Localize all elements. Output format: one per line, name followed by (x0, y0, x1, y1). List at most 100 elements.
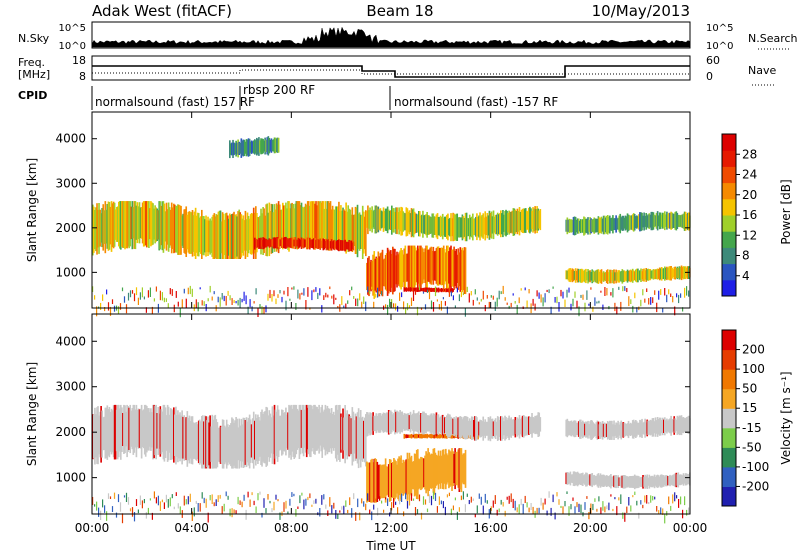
heatmap-cell (265, 139, 268, 153)
clutter-cell (642, 504, 644, 509)
heatmap-cell (659, 212, 662, 229)
heatmap-cell (372, 462, 374, 502)
clutter-cell (203, 301, 205, 306)
heatmap-cell (433, 433, 436, 439)
heatmap-cell (270, 239, 273, 247)
heatmap-cell (533, 208, 535, 232)
heatmap-cell (386, 206, 389, 234)
heatmap-cell (569, 268, 572, 283)
heatmap-cell (149, 208, 151, 240)
heatmap-cell (453, 213, 455, 241)
clutter-cell (125, 304, 128, 314)
heatmap-cell (642, 475, 644, 489)
heatmap-cell (431, 288, 434, 292)
nsky-frame (91, 21, 691, 49)
colorbar-tick-label: -100 (742, 460, 769, 474)
heatmap-cell (680, 214, 683, 228)
heatmap-cell (488, 210, 491, 240)
heatmap-cell (276, 405, 279, 462)
heatmap-cell (616, 423, 618, 438)
heatmap-cell (621, 422, 624, 438)
clutter-cell (387, 498, 389, 506)
heatmap-cell (301, 239, 304, 248)
heatmap-cell (494, 214, 497, 235)
heatmap-cell (592, 270, 595, 283)
heatmap-cell (458, 217, 461, 238)
heatmap-cell (386, 466, 389, 495)
clutter-cell (688, 507, 690, 514)
heatmap-cell (592, 475, 595, 485)
clutter-cell (684, 496, 686, 506)
heatmap-cell (152, 203, 154, 245)
heatmap-cell (324, 404, 327, 456)
clutter-cell (592, 306, 594, 312)
heatmap-cell (265, 238, 268, 248)
nsky-panel: N.Sky 10^5 10^0 10^5 10^0 N.Search (18, 21, 798, 52)
heatmap-cell (166, 404, 169, 462)
heatmap-cell (519, 419, 522, 435)
heatmap-cell (180, 205, 182, 255)
heatmap-cell (342, 240, 344, 251)
heatmap-cell (459, 217, 462, 238)
heatmap-cell (524, 208, 527, 233)
colorbar-tick-label: -15 (742, 421, 762, 435)
clutter-cell (614, 302, 616, 312)
heatmap-cell (612, 215, 614, 234)
heatmap-cell (538, 412, 541, 437)
clutter-cell (530, 503, 532, 510)
clutter-cell (106, 289, 108, 295)
heatmap-cell (663, 213, 665, 229)
clutter-cell (626, 506, 628, 513)
heatmap-cell (452, 212, 454, 242)
heatmap-cell (479, 419, 481, 438)
clutter-cell (502, 285, 504, 294)
heatmap-cell (601, 272, 604, 281)
heatmap-cell (261, 409, 263, 467)
heatmap-cell (674, 211, 677, 230)
heatmap-cell (406, 288, 409, 291)
heatmap-cell (453, 434, 455, 439)
heatmap-cell (156, 208, 159, 241)
heatmap-cell (650, 475, 653, 488)
heatmap-cell (315, 406, 317, 451)
clutter-cell (412, 498, 415, 501)
heatmap-cell (626, 213, 629, 233)
heatmap-cell (400, 411, 402, 432)
heatmap-cell (157, 407, 160, 455)
heatmap-cell (435, 454, 438, 486)
heatmap-cell (120, 404, 122, 460)
heatmap-cell (272, 139, 275, 152)
heatmap-cell (340, 413, 342, 453)
heatmap-cell (177, 410, 179, 463)
heatmap-cell (382, 464, 385, 499)
heatmap-cell (574, 268, 577, 283)
heatmap-cell (376, 206, 379, 233)
clutter-cell (412, 291, 415, 301)
clutter-cell (554, 512, 556, 520)
clutter-cell (329, 286, 331, 290)
heatmap-cell (356, 204, 359, 258)
heatmap-cell (292, 237, 295, 249)
heatmap-cell (640, 268, 642, 282)
heatmap-cell (484, 419, 487, 439)
heatmap-cell (681, 267, 684, 279)
heatmap-cell (373, 209, 376, 229)
heatmap-cell (427, 287, 429, 292)
heatmap-cell (380, 210, 383, 229)
heatmap-cell (647, 477, 650, 486)
heatmap-cell (96, 407, 98, 464)
cpid-segment-1: normalsound (fast) 157 RF (95, 95, 255, 109)
clutter-cell (640, 299, 642, 307)
heatmap-cell (637, 216, 639, 228)
heatmap-cell (329, 412, 332, 449)
clutter-cell (660, 289, 662, 295)
clutter-cell (540, 294, 542, 303)
clutter-cell (472, 299, 474, 306)
heatmap-cell (657, 215, 660, 227)
heatmap-cell (165, 202, 168, 251)
heatmap-cell (566, 217, 569, 235)
heatmap-cell (417, 215, 419, 232)
heatmap-cell (268, 202, 271, 257)
heatmap-cell (412, 245, 415, 290)
heatmap-cell (377, 251, 380, 297)
